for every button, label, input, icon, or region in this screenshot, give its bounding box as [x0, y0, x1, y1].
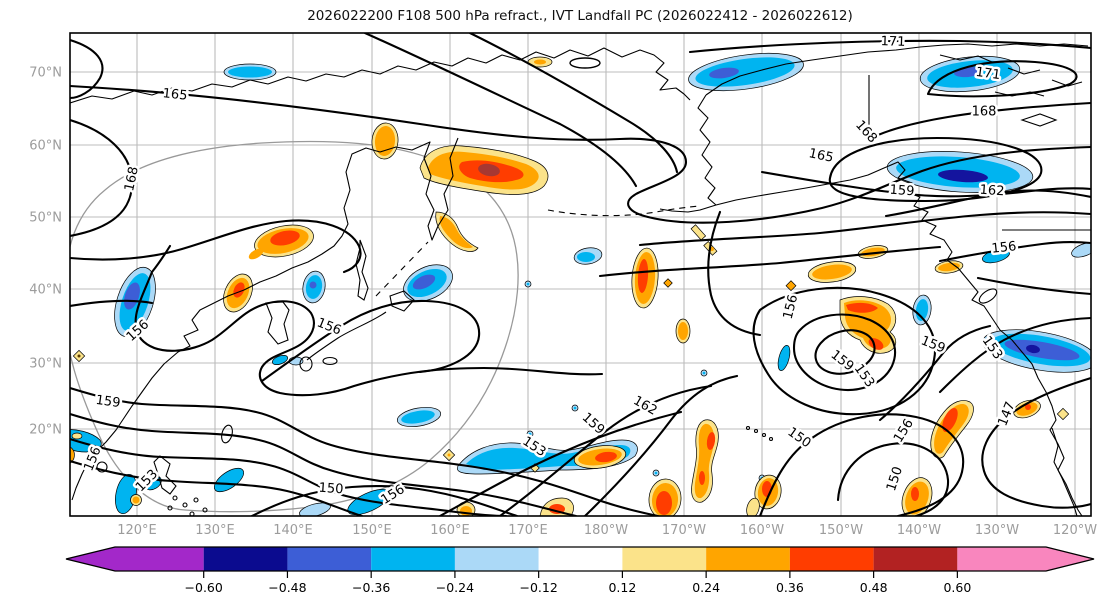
- x-tick-label: 150°W: [819, 523, 863, 538]
- colorbar-tick-label: −0.48: [268, 580, 306, 595]
- y-tick-label: 20°N: [29, 423, 62, 438]
- colorbar-segment: [874, 547, 958, 571]
- x-tick-label: 140°W: [897, 523, 941, 538]
- colorbar-segment: [455, 547, 539, 571]
- contour-label: 168: [852, 118, 880, 146]
- latitude-axis-labels: 70°N 60°N 50°N 40°N 30°N 20°N: [29, 66, 62, 438]
- contour-label: 159: [95, 393, 122, 411]
- colorbar-tick-label: −0.24: [436, 580, 474, 595]
- contour-label: 165: [807, 146, 834, 166]
- colorbar-segment: [539, 547, 623, 571]
- colorbar-segment: [287, 547, 371, 571]
- contour-label: 162: [979, 183, 1005, 200]
- colorbar-segment: [957, 547, 1094, 571]
- x-tick-label: 130°E: [195, 523, 235, 538]
- contour-label: 168: [972, 105, 997, 120]
- y-tick-label: 30°N: [29, 357, 62, 372]
- colorbar-tick-label: −0.36: [352, 580, 390, 595]
- x-tick-label: 160°W: [740, 523, 784, 538]
- contour-label: 156: [891, 416, 917, 445]
- x-tick-label: 120°W: [1053, 523, 1097, 538]
- x-tick-label: 160°E: [430, 523, 470, 538]
- weather-map-figure: 2026022200 F108 500 hPa refract., IVT La…: [0, 0, 1105, 604]
- colorbar-tick-label: 0.60: [943, 580, 971, 595]
- x-tick-label: 170°W: [662, 523, 706, 538]
- figure-root: 2026022200 F108 500 hPa refract., IVT La…: [0, 0, 1105, 604]
- colorbar-tick-label: 0.48: [860, 580, 888, 595]
- colorbar: −0.60 −0.48 −0.36 −0.24 −0.12 0.12 0.24 0.36 0.4…: [66, 547, 1094, 595]
- x-tick-label: 170°E: [508, 523, 548, 538]
- contour-label: 150: [884, 465, 906, 493]
- x-tick-label: 180°W: [584, 523, 628, 538]
- figure-title: 2026022200 F108 500 hPa refract., IVT La…: [307, 8, 853, 24]
- colorbar-tick-label: 0.36: [776, 580, 804, 595]
- colorbar-tick-label: −0.12: [520, 580, 558, 595]
- contour-label: 162: [630, 393, 659, 418]
- colorbar-segment: [706, 547, 790, 571]
- y-tick-label: 40°N: [29, 283, 62, 298]
- y-tick-label: 70°N: [29, 66, 62, 81]
- x-tick-label: 130°W: [975, 523, 1019, 538]
- contour-label: 168: [122, 165, 142, 192]
- colorbar-segment: [66, 547, 204, 571]
- x-tick-label: 140°E: [273, 523, 313, 538]
- colorbar-segment: [204, 547, 288, 571]
- x-tick-label: 150°E: [352, 523, 392, 538]
- contour-label: 171: [880, 34, 905, 50]
- contour-label: 159: [919, 333, 948, 356]
- colorbar-segment: [790, 547, 874, 571]
- colorbar-segment: [371, 547, 455, 571]
- contour-label: 153: [851, 362, 878, 391]
- x-tick-label: 120°E: [117, 523, 157, 538]
- longitude-axis-labels: 120°E 130°E 140°E 150°E 160°E 170°E 180°W 170°W…: [117, 523, 1097, 538]
- y-tick-label: 60°N: [29, 139, 62, 154]
- contour-label: 150: [318, 481, 344, 498]
- contour-label: 156: [991, 239, 1017, 257]
- colorbar-segment: [622, 547, 706, 571]
- colorbar-tick-label: −0.60: [185, 580, 223, 595]
- colorbar-tick-label: 0.12: [608, 580, 636, 595]
- colorbar-tick-label: 0.24: [692, 580, 720, 595]
- contour-label: 165: [162, 86, 188, 104]
- y-tick-label: 50°N: [29, 211, 62, 226]
- contour-label: 159: [889, 183, 915, 200]
